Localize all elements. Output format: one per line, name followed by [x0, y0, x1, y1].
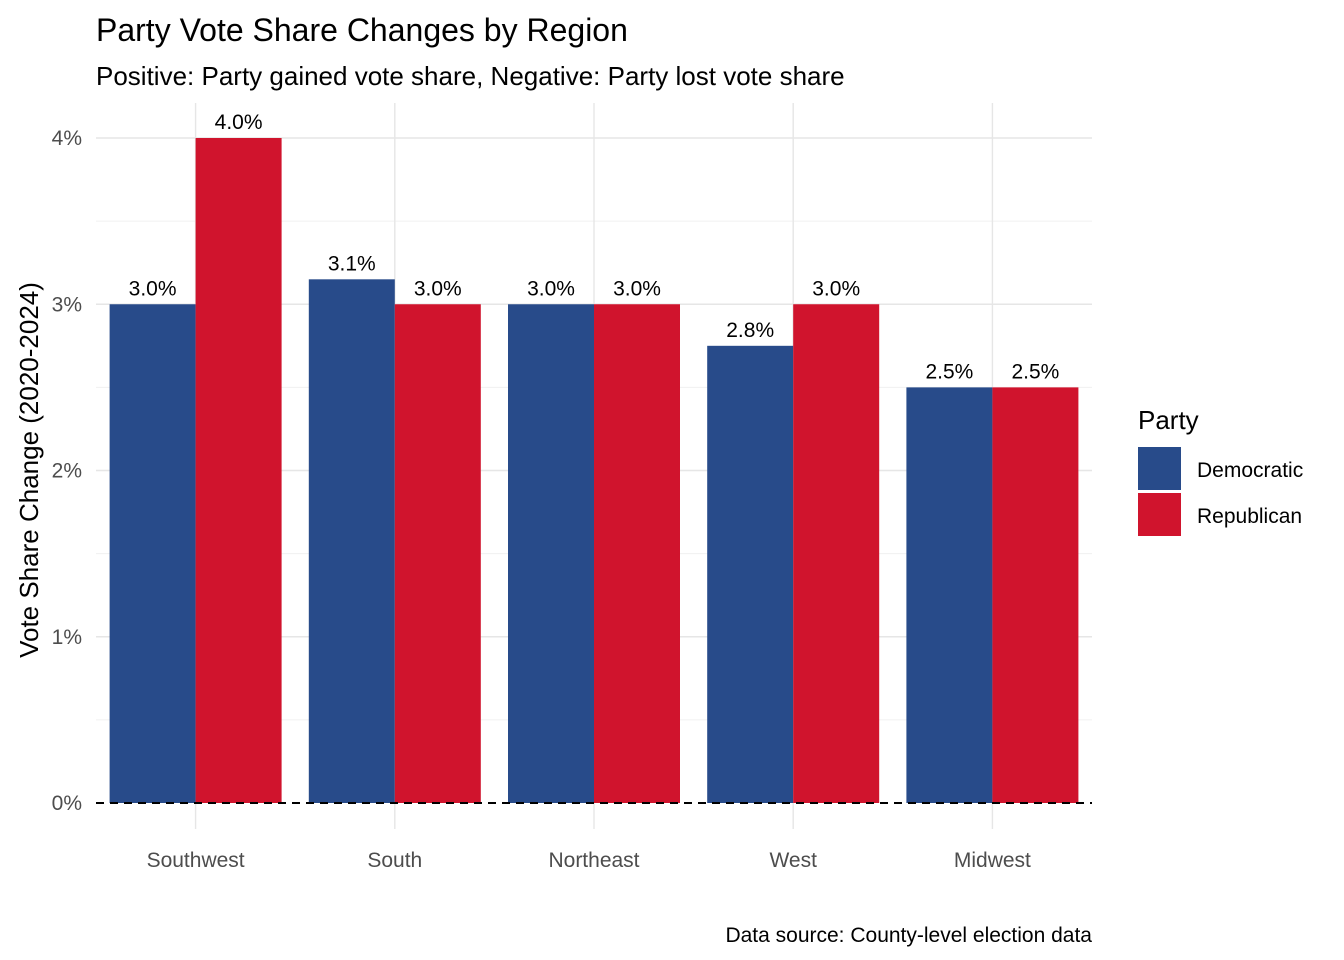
legend-label: Democratic	[1197, 459, 1303, 482]
bar-democratic-south	[308, 279, 395, 803]
bar-republican-southwest	[195, 138, 282, 803]
bar-democratic-midwest	[906, 387, 993, 803]
y-tick-label: 0%	[52, 792, 82, 815]
bar-republican-midwest	[992, 387, 1079, 803]
y-tick-label: 2%	[52, 460, 82, 483]
data-label: 3.0%	[613, 277, 661, 300]
bar-democratic-northeast	[508, 304, 594, 803]
bar-democratic-southwest	[109, 304, 196, 803]
x-tick-label: South	[367, 849, 422, 872]
chart-caption: Data source: County-level election data	[725, 924, 1092, 947]
y-tick-label: 4%	[52, 127, 82, 150]
chart-title: Party Vote Share Changes by Region	[96, 12, 628, 48]
data-label: 2.8%	[726, 319, 774, 342]
data-label: 4.0%	[215, 111, 263, 134]
x-tick-label: Midwest	[954, 849, 1031, 872]
data-label: 2.5%	[1011, 360, 1059, 383]
legend: Party Democratic Republican	[1138, 405, 1303, 536]
data-label: 3.0%	[414, 277, 462, 300]
legend-key-democratic	[1138, 447, 1181, 490]
bars	[109, 138, 1079, 803]
y-axis-ticks: 0% 1% 2% 3% 4%	[52, 127, 82, 815]
bar-republican-west	[793, 304, 880, 803]
data-label: 3.0%	[527, 277, 575, 300]
x-axis-ticks: Southwest South Northeast West Midwest	[147, 849, 1031, 872]
data-label: 3.0%	[812, 277, 860, 300]
x-tick-label: Southwest	[147, 849, 245, 872]
y-tick-label: 1%	[52, 626, 82, 649]
legend-title: Party	[1138, 405, 1199, 435]
y-axis-title: Vote Share Change (2020-2024)	[14, 282, 44, 658]
data-label: 2.5%	[925, 360, 973, 383]
x-tick-label: West	[769, 849, 817, 872]
bar-republican-south	[394, 304, 481, 803]
data-labels: 3.0% 4.0% 3.1% 3.0% 3.0% 3.0% 2.8% 3.0% 2.5% 2.5%	[129, 111, 1060, 383]
chart-subtitle: Positive: Party gained vote share, Negat…	[96, 61, 845, 91]
x-tick-label: Northeast	[548, 849, 639, 872]
bar-republican-northeast	[594, 304, 680, 803]
bar-democratic-west	[707, 345, 794, 803]
y-tick-label: 3%	[52, 293, 82, 316]
legend-label: Republican	[1197, 505, 1302, 528]
data-label: 3.1%	[328, 252, 376, 275]
data-label: 3.0%	[129, 277, 177, 300]
legend-key-republican	[1138, 493, 1181, 536]
